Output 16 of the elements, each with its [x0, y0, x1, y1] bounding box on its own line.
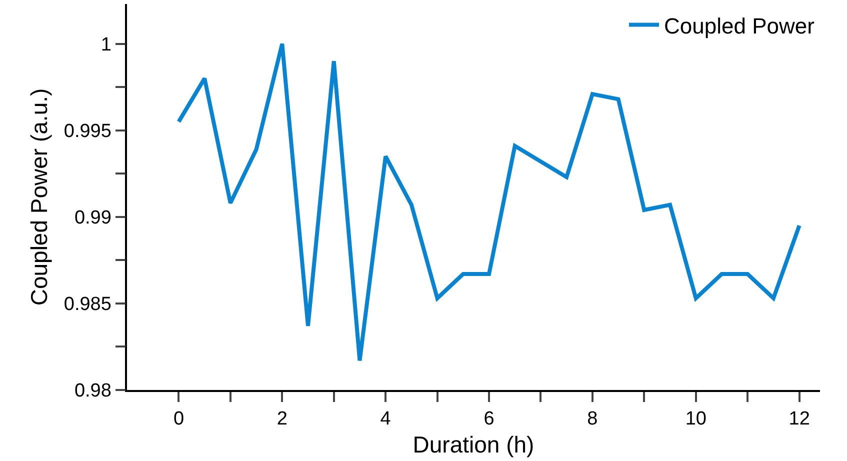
x-tick-label: 6 [484, 408, 494, 430]
y-axis-title: Coupled Power (a.u.) [26, 88, 52, 306]
x-tick-label: 2 [276, 408, 288, 430]
legend-label: Coupled Power [664, 13, 814, 38]
y-tick-label: 0.99 [74, 208, 112, 229]
y-tick-label: 0.985 [64, 294, 112, 316]
x-tick-label: 12 [788, 408, 810, 430]
x-tick-label: 8 [587, 408, 598, 430]
y-tick-label: 1 [100, 34, 112, 56]
y-tick-label: 0.98 [74, 380, 112, 402]
x-tick-label: 4 [380, 408, 392, 430]
line-series [176, 42, 802, 363]
x-tick-label: 10 [685, 408, 706, 430]
x-tick-label: 0 [173, 408, 184, 430]
x-axis-title: Duration (h) [412, 432, 534, 458]
y-tick-label: 0.995 [64, 121, 112, 142]
